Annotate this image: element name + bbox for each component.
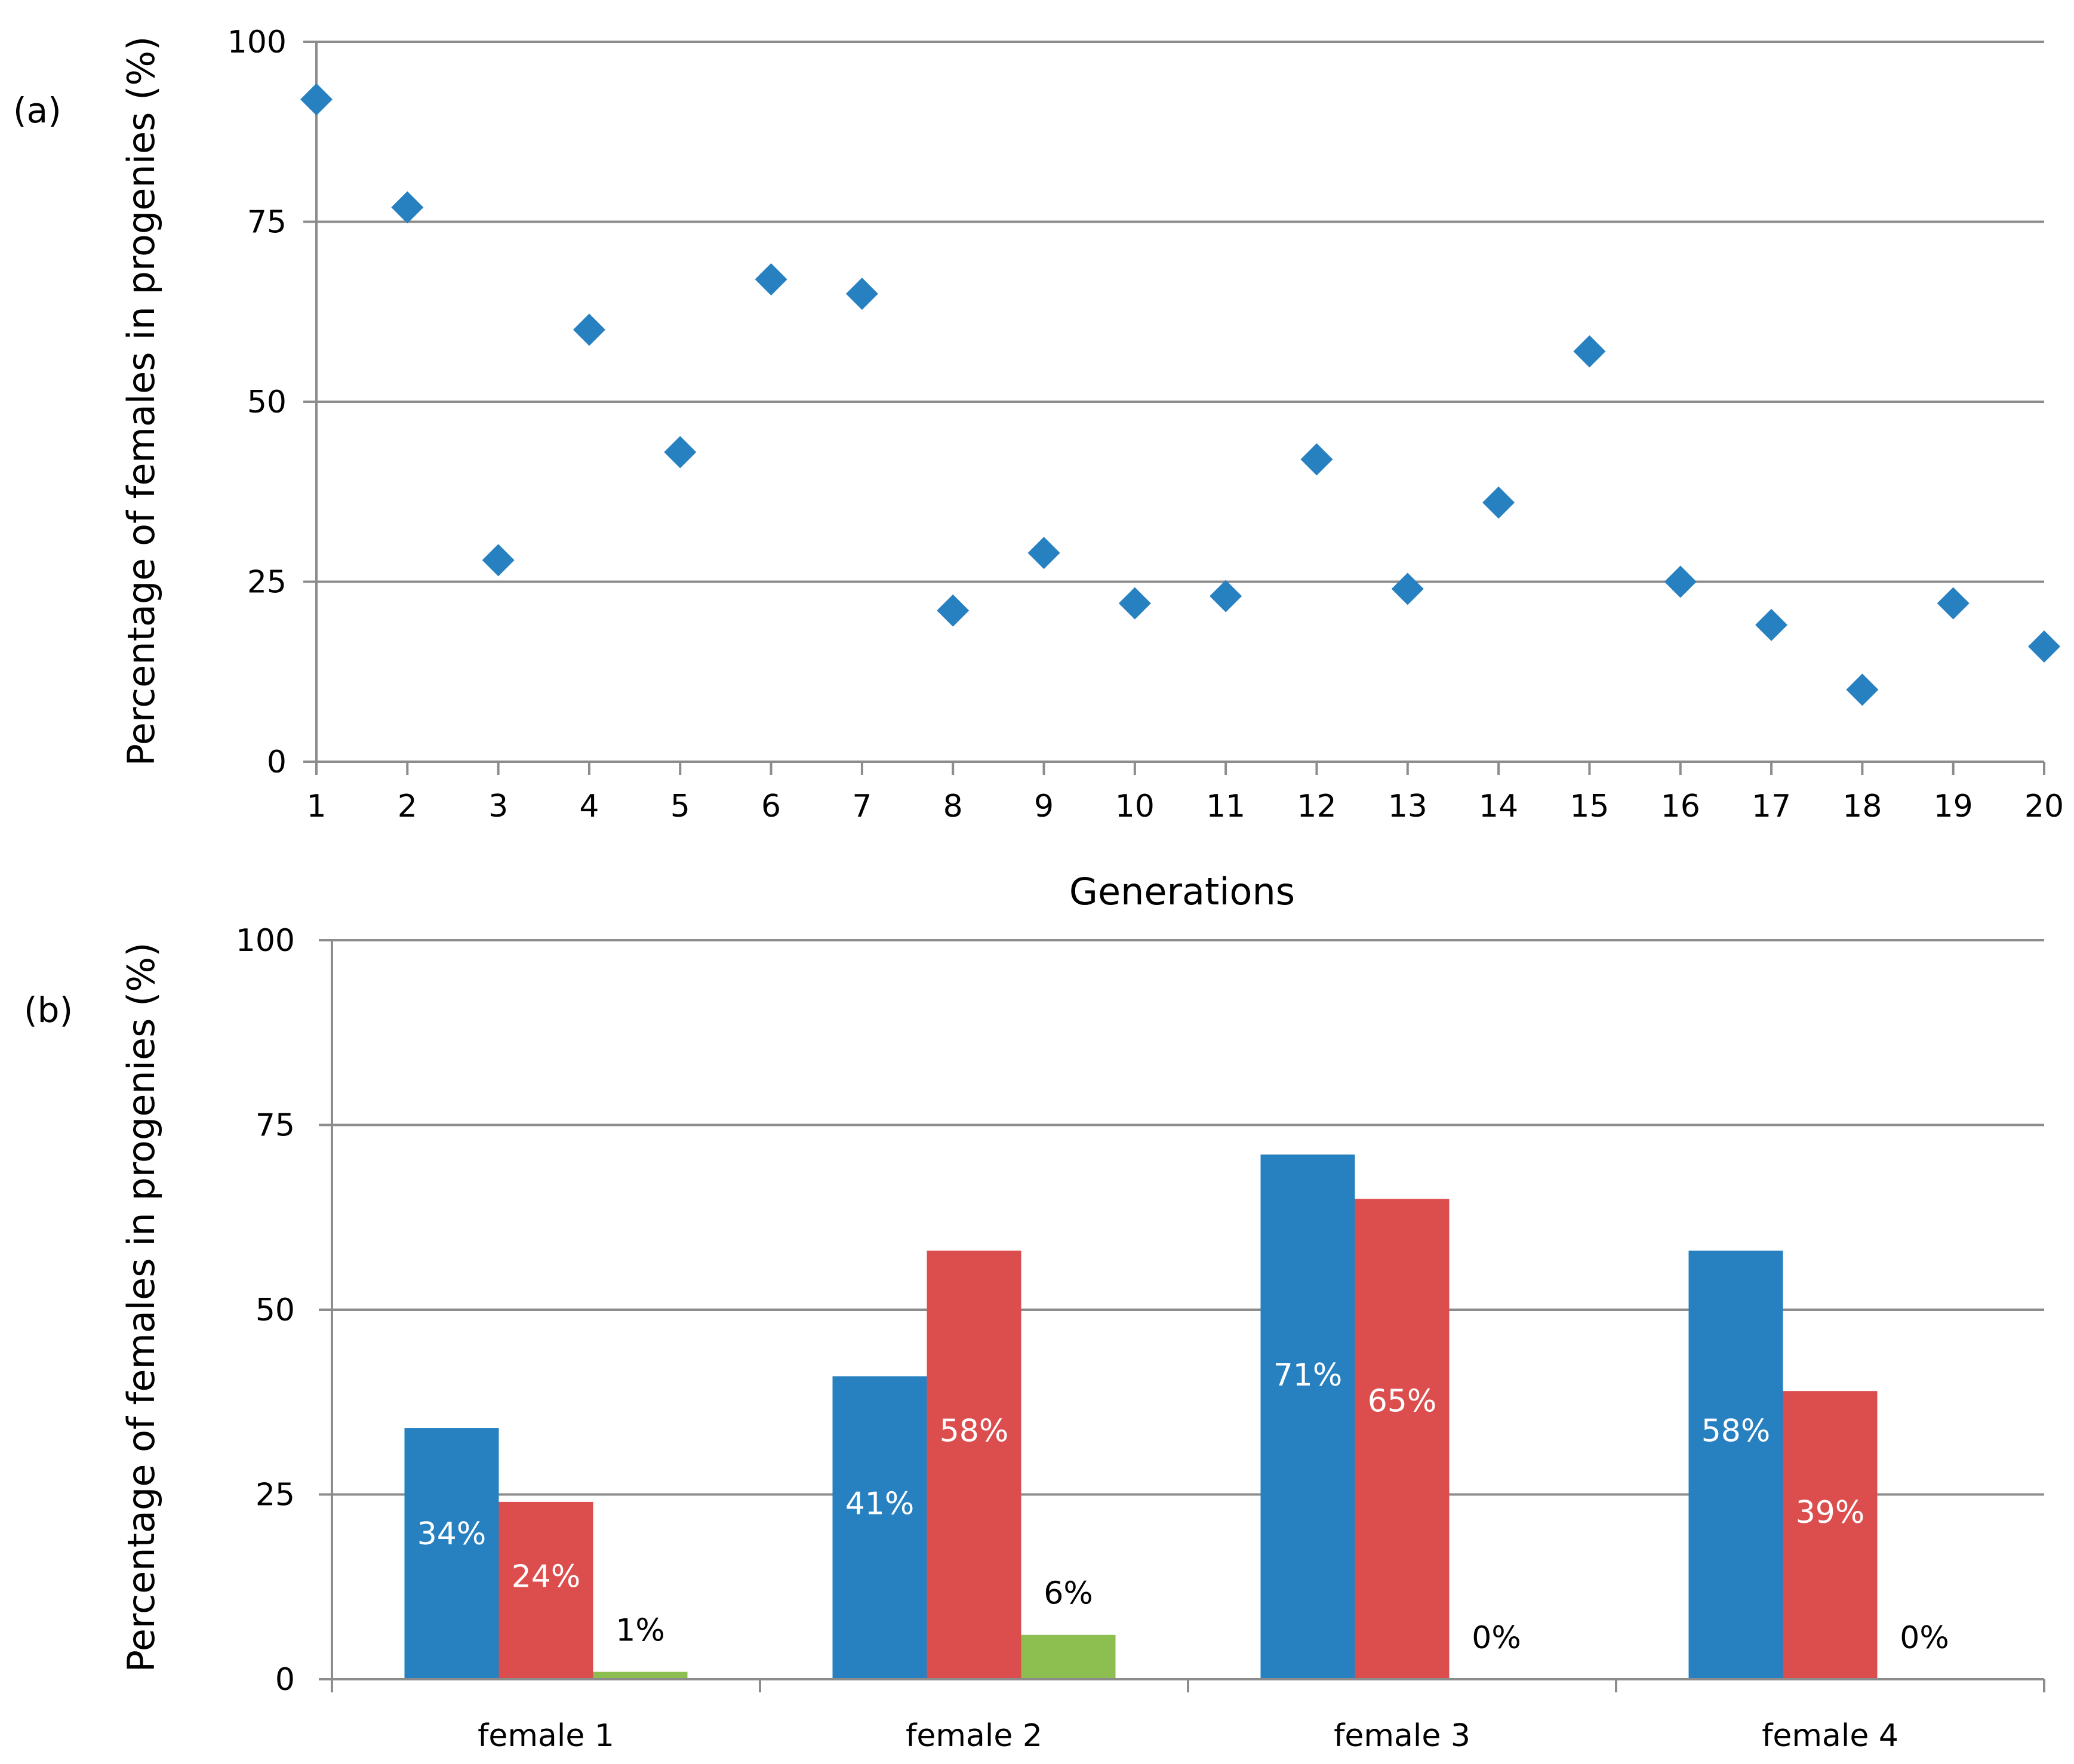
bar-value-label: 65% — [1368, 1383, 1437, 1419]
x-tick-label: 14 — [1479, 789, 1518, 824]
x-tick-label: 12 — [1297, 789, 1336, 824]
x-tick-label: 1 — [306, 789, 326, 824]
y-tick-label: 75 — [256, 1108, 295, 1144]
x-axis-title: Generations — [1069, 870, 1295, 913]
bar-value-label: 58% — [940, 1414, 1009, 1449]
x-tick-label: 16 — [1661, 789, 1700, 824]
category-label: female 4 — [1762, 1718, 1898, 1754]
y-tick-label: 100 — [236, 923, 295, 959]
bar — [1783, 1391, 1878, 1679]
bar-value-label: 39% — [1796, 1495, 1865, 1531]
bar — [1021, 1634, 1116, 1679]
data-point — [1027, 537, 1060, 569]
y-axis-title: Percentage of females in progenies (%) — [119, 943, 163, 1673]
data-point — [1482, 486, 1515, 519]
bars — [404, 1155, 1878, 1679]
y-tick-labels: 0 25 50 75 100 — [227, 24, 287, 780]
bar — [404, 1428, 499, 1679]
bar-value-label: 71% — [1273, 1357, 1343, 1393]
bar-value-label: 1% — [616, 1613, 665, 1649]
data-point — [1210, 580, 1242, 612]
bar — [832, 1376, 927, 1679]
x-tick-labels: 1 2 3 4 5 6 7 8 9 10 11 12 13 14 15 16 17 18 19 20 — [306, 789, 2064, 824]
y-tick-label: 25 — [256, 1477, 295, 1513]
bar-value-label: 24% — [512, 1559, 581, 1595]
y-axis-title: Percentage of females in progenies (%) — [119, 36, 163, 766]
data-point — [482, 544, 515, 577]
data-point — [937, 594, 970, 627]
x-tick-label: 20 — [2024, 789, 2064, 824]
axes — [315, 42, 2045, 775]
data-point — [391, 191, 424, 224]
data-point — [1846, 673, 1879, 706]
data-point — [845, 278, 878, 310]
bar — [927, 1250, 1021, 1679]
category-labels: female 1 female 2 female 3 female 4 — [478, 1718, 1898, 1754]
data-point — [2028, 630, 2060, 663]
y-tick-labels: 0 25 50 75 100 — [236, 923, 295, 1698]
data-point — [1573, 335, 1606, 368]
x-tick-label: 19 — [1934, 789, 1973, 824]
bar-value-labels: 34% 24% 1% 41% 58% 6% 71% 65% 0% 58% 39% 0% — [417, 1357, 1949, 1656]
bar — [593, 1671, 688, 1679]
bar — [499, 1501, 593, 1679]
y-tick-label: 50 — [256, 1292, 295, 1328]
data-point — [1391, 572, 1424, 605]
data-point — [1300, 443, 1333, 476]
x-tick-label: 17 — [1752, 789, 1791, 824]
bar-value-label: 34% — [417, 1516, 487, 1552]
y-tick-label: 25 — [247, 565, 287, 601]
bar-value-label: 0% — [1472, 1620, 1521, 1656]
x-tick-label: 4 — [579, 789, 599, 824]
axes — [331, 940, 2045, 1692]
data-point — [664, 436, 697, 469]
x-tick-label: 3 — [488, 789, 508, 824]
x-tick-label: 13 — [1388, 789, 1427, 824]
x-tick-label: 7 — [852, 789, 872, 824]
data-point — [1755, 608, 1788, 641]
y-tick-label: 75 — [247, 205, 287, 241]
x-tick-label: 11 — [1206, 789, 1245, 824]
y-tick-label: 0 — [267, 744, 287, 780]
panel-a-label: (a) — [13, 90, 61, 131]
bar — [1688, 1250, 1783, 1679]
gridlines — [303, 41, 2044, 763]
data-point — [300, 83, 333, 116]
panel-b-label: (b) — [24, 990, 73, 1030]
bar — [1260, 1155, 1355, 1679]
category-label: female 2 — [906, 1718, 1042, 1754]
y-tick-label: 100 — [227, 24, 287, 60]
category-label: female 3 — [1334, 1718, 1470, 1754]
bar-panel: (b) 0 25 50 75 100 34% 24% 1% 41% 58% 6% 71% 65% 0% 5… — [24, 923, 2045, 1754]
bar-value-label: 0% — [1900, 1620, 1949, 1656]
y-tick-label: 50 — [247, 384, 287, 420]
x-tick-label: 8 — [943, 789, 963, 824]
x-tick-label: 9 — [1034, 789, 1054, 824]
x-tick-label: 5 — [670, 789, 690, 824]
data-point — [755, 263, 787, 295]
x-tick-label: 2 — [398, 789, 417, 824]
x-tick-label: 18 — [1842, 789, 1882, 824]
category-label: female 1 — [478, 1718, 614, 1754]
bar-value-label: 58% — [1701, 1414, 1771, 1449]
data-point — [1664, 565, 1697, 598]
data-points — [300, 83, 2060, 706]
y-tick-label: 0 — [275, 1662, 295, 1698]
x-tick-label: 15 — [1570, 789, 1609, 824]
bar — [1355, 1199, 1450, 1679]
data-point — [1937, 587, 1970, 620]
x-tick-label: 10 — [1115, 789, 1155, 824]
bar-value-label: 6% — [1044, 1576, 1093, 1612]
x-tick-label: 6 — [761, 789, 781, 824]
bar-value-label: 41% — [845, 1486, 915, 1522]
data-point — [573, 313, 605, 346]
data-point — [1118, 587, 1151, 620]
